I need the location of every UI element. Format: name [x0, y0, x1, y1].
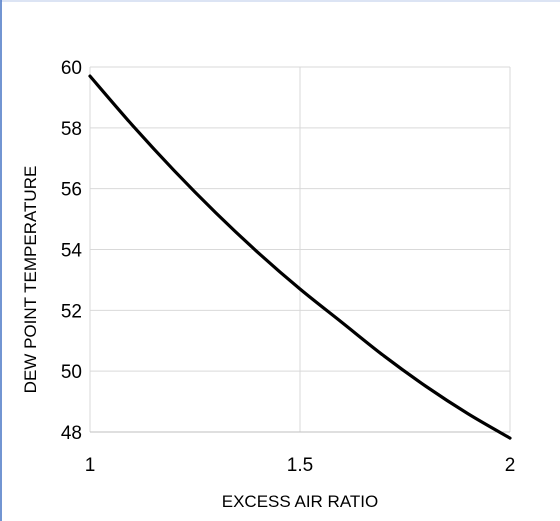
tick-labels: 48 50 52 54 56 58 60 1 1.5 2 — [61, 58, 515, 476]
y-axis-title: DEW POINT TEMPERATURE — [21, 166, 40, 394]
x-tick-label: 2 — [505, 455, 516, 476]
grid-layer — [89, 66, 511, 433]
series-line — [88, 74, 512, 440]
y-tick-label: 56 — [61, 180, 82, 201]
x-axis-title: EXCESS AIR RATIO — [222, 492, 379, 511]
y-tick-label: 54 — [61, 241, 83, 262]
y-tick-label: 50 — [61, 362, 82, 383]
series-layer — [88, 74, 512, 440]
x-tick-label: 1 — [85, 455, 96, 476]
x-tick-label: 1.5 — [287, 455, 313, 476]
y-tick-label: 58 — [61, 119, 82, 140]
y-tick-label: 60 — [61, 58, 82, 79]
y-tick-label: 52 — [61, 301, 82, 322]
y-tick-label: 48 — [61, 423, 82, 444]
